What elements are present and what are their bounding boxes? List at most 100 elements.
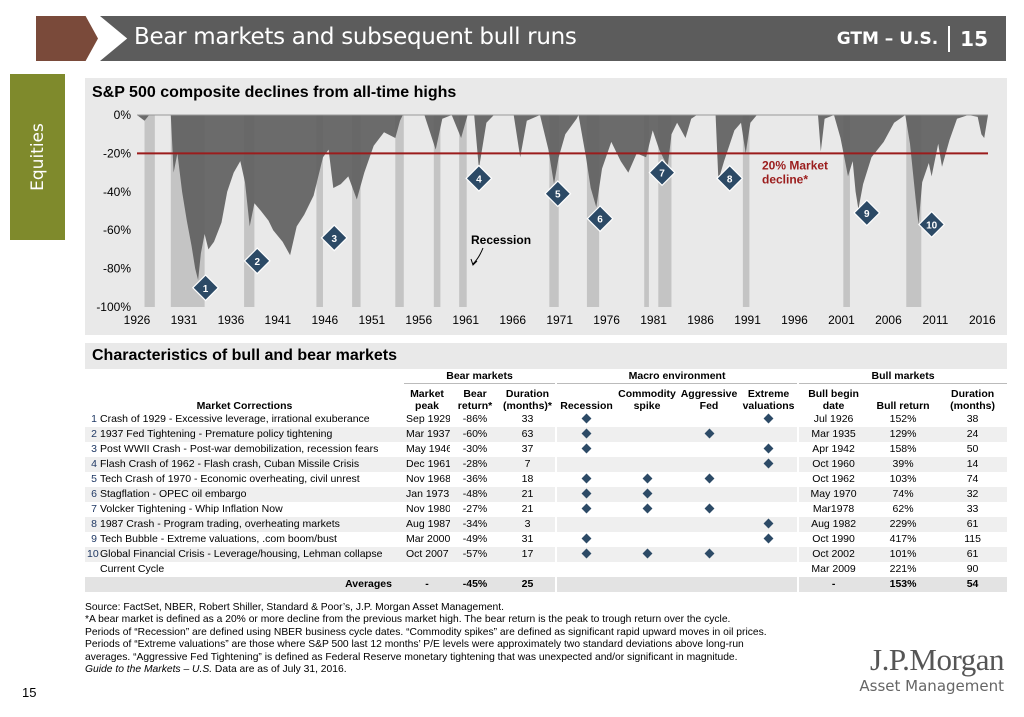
col-bear-return: Bear return* bbox=[457, 388, 493, 412]
x-tick-label: 1961 bbox=[452, 313, 479, 327]
table-row: 8 1987 Crash - Program trading, overheati… bbox=[85, 517, 1008, 532]
footnote-guide-title: Guide to the Markets – U.S. bbox=[85, 664, 213, 676]
valuations-cell bbox=[740, 457, 799, 472]
recession-band bbox=[549, 115, 559, 307]
event-marker bbox=[544, 180, 572, 208]
bull-begin-cell: Jul 1926 bbox=[797, 412, 869, 427]
col-bull-return: Bull return bbox=[876, 400, 930, 412]
x-tick-label: 2016 bbox=[969, 313, 996, 327]
fed-cell bbox=[678, 562, 740, 577]
col-bear-duration: Duration (months)* bbox=[503, 388, 552, 412]
event-marker bbox=[853, 199, 881, 227]
diamond-icon bbox=[704, 548, 714, 559]
correction-name: Stagflation - OPEC oil embargo bbox=[100, 488, 247, 500]
commodity-cell bbox=[616, 457, 679, 472]
bear-duration-cell: 21 bbox=[500, 487, 557, 502]
correction-cell: 7 Volcker Tightening - Whip Inflation Now bbox=[85, 502, 404, 517]
diamond-icon bbox=[763, 413, 774, 424]
fed-cell bbox=[678, 487, 741, 502]
bull-return-cell: 129% bbox=[868, 427, 939, 442]
commodity-cell bbox=[616, 472, 678, 487]
bear-duration-cell: 33 bbox=[521, 413, 534, 425]
correction-number: 8 bbox=[91, 518, 97, 530]
commodity-cell bbox=[616, 427, 679, 442]
fed-cell bbox=[678, 442, 740, 457]
event-marker bbox=[243, 247, 271, 275]
table-title-band bbox=[85, 343, 1007, 369]
diamond-icon bbox=[581, 428, 592, 439]
avg-market-peak: - bbox=[404, 577, 450, 592]
bull-return-cell: 152% bbox=[889, 413, 917, 425]
bull-begin-cell: Oct 2002 bbox=[797, 547, 869, 562]
bear-duration-cell: 17 bbox=[500, 547, 557, 562]
bear-duration-cell: 31 bbox=[521, 533, 534, 545]
avg-bull-begin: - bbox=[797, 577, 869, 592]
market-peak-cell: Dec 1961 bbox=[404, 457, 450, 472]
correction-number: 6 bbox=[91, 488, 97, 500]
bull-begin-cell: Oct 1962 bbox=[797, 472, 869, 487]
valuations-cell bbox=[740, 442, 798, 457]
bull-return-cell: 221% bbox=[889, 563, 917, 575]
x-tick-label: 2001 bbox=[828, 313, 855, 327]
x-tick-label: 2006 bbox=[875, 313, 902, 327]
recession-cell bbox=[555, 427, 617, 442]
event-marker bbox=[191, 274, 220, 302]
table-row: 6 Stagflation - OPEC oil embargo Jan 1973-… bbox=[85, 487, 1008, 502]
diamond-icon bbox=[642, 488, 652, 499]
bull-begin-cell: Mar 1935 bbox=[797, 427, 869, 442]
group-bull-markets: Bull markets bbox=[797, 369, 1008, 384]
x-tick-label: 1936 bbox=[218, 313, 245, 327]
market-peak-cell: Sep 1929 bbox=[406, 413, 450, 425]
table-row: 1 Crash of 1929 - Excessive leverage, irr… bbox=[85, 412, 1007, 427]
recession-cell bbox=[555, 457, 617, 472]
y-tick-label: -100% bbox=[96, 300, 131, 314]
event-marker bbox=[465, 164, 493, 192]
x-tick-label: 1941 bbox=[265, 313, 292, 327]
bull-duration-cell: 61 bbox=[938, 517, 1008, 532]
footnote-1: *A bear market is defined as a 20% or mo… bbox=[85, 614, 731, 626]
event-marker bbox=[320, 224, 348, 252]
footnote-source: Source: FactSet, NBER, Robert Shiller, S… bbox=[85, 602, 504, 613]
table-row: 3 Post WWII Crash - Post-war demobilizati… bbox=[85, 442, 1007, 457]
bear-duration-cell: 18 bbox=[521, 473, 534, 485]
commodity-cell bbox=[616, 532, 678, 547]
col-bull-duration: Duration (months) bbox=[950, 388, 996, 412]
section-tab-equities[interactable]: Equities bbox=[10, 74, 65, 240]
header-spacer bbox=[85, 369, 404, 384]
diamond-icon bbox=[581, 443, 592, 454]
diamond-icon bbox=[642, 503, 652, 514]
bear-return-cell: -49% bbox=[462, 533, 488, 545]
commodity-cell bbox=[616, 517, 679, 532]
bull-duration-cell: 115 bbox=[964, 533, 981, 545]
header-page-number: 15 bbox=[960, 27, 988, 51]
jpmorgan-logo: J.P.Morgan Asset Management bbox=[859, 643, 1004, 696]
bull-duration-cell: 14 bbox=[938, 457, 1008, 472]
correction-cell: 9 Tech Bubble - Extreme valuations, .com … bbox=[85, 532, 404, 547]
correction-number: 4 bbox=[91, 458, 97, 470]
bear-duration-cell: 7 bbox=[500, 457, 557, 472]
diamond-icon bbox=[763, 443, 774, 454]
fed-cell bbox=[678, 547, 741, 562]
correction-name: Current Cycle bbox=[100, 563, 165, 575]
bull-return-cell: 101% bbox=[868, 547, 939, 562]
market-peak-cell: May 1946 bbox=[406, 443, 450, 455]
event-marker-label: 3 bbox=[331, 234, 337, 245]
commodity-cell bbox=[616, 487, 679, 502]
recession-band bbox=[843, 115, 850, 307]
commodity-cell bbox=[616, 502, 678, 517]
bear-return-cell: -48% bbox=[450, 487, 500, 502]
recession-cell bbox=[555, 547, 617, 562]
bear-duration-cell bbox=[500, 562, 556, 577]
correction-cell: 6 Stagflation - OPEC oil embargo bbox=[85, 487, 404, 502]
valuations-cell bbox=[740, 472, 798, 487]
event-marker-label: 5 bbox=[555, 190, 561, 201]
correction-cell: 8 1987 Crash - Program trading, overheati… bbox=[85, 517, 404, 532]
bull-begin-cell: Aug 1982 bbox=[797, 517, 869, 532]
guide-label: GTM – U.S. bbox=[836, 29, 939, 49]
avg-blank bbox=[740, 577, 799, 592]
bull-begin-cell: Mar1978 bbox=[797, 502, 869, 517]
market-peak-cell: Nov 1980 bbox=[406, 503, 450, 515]
bull-bear-table: Bear markets Macro environment Bull mark… bbox=[85, 369, 1008, 592]
recession-cell bbox=[555, 502, 617, 517]
correction-name: Global Financial Crisis - Leverage/housi… bbox=[100, 548, 383, 560]
